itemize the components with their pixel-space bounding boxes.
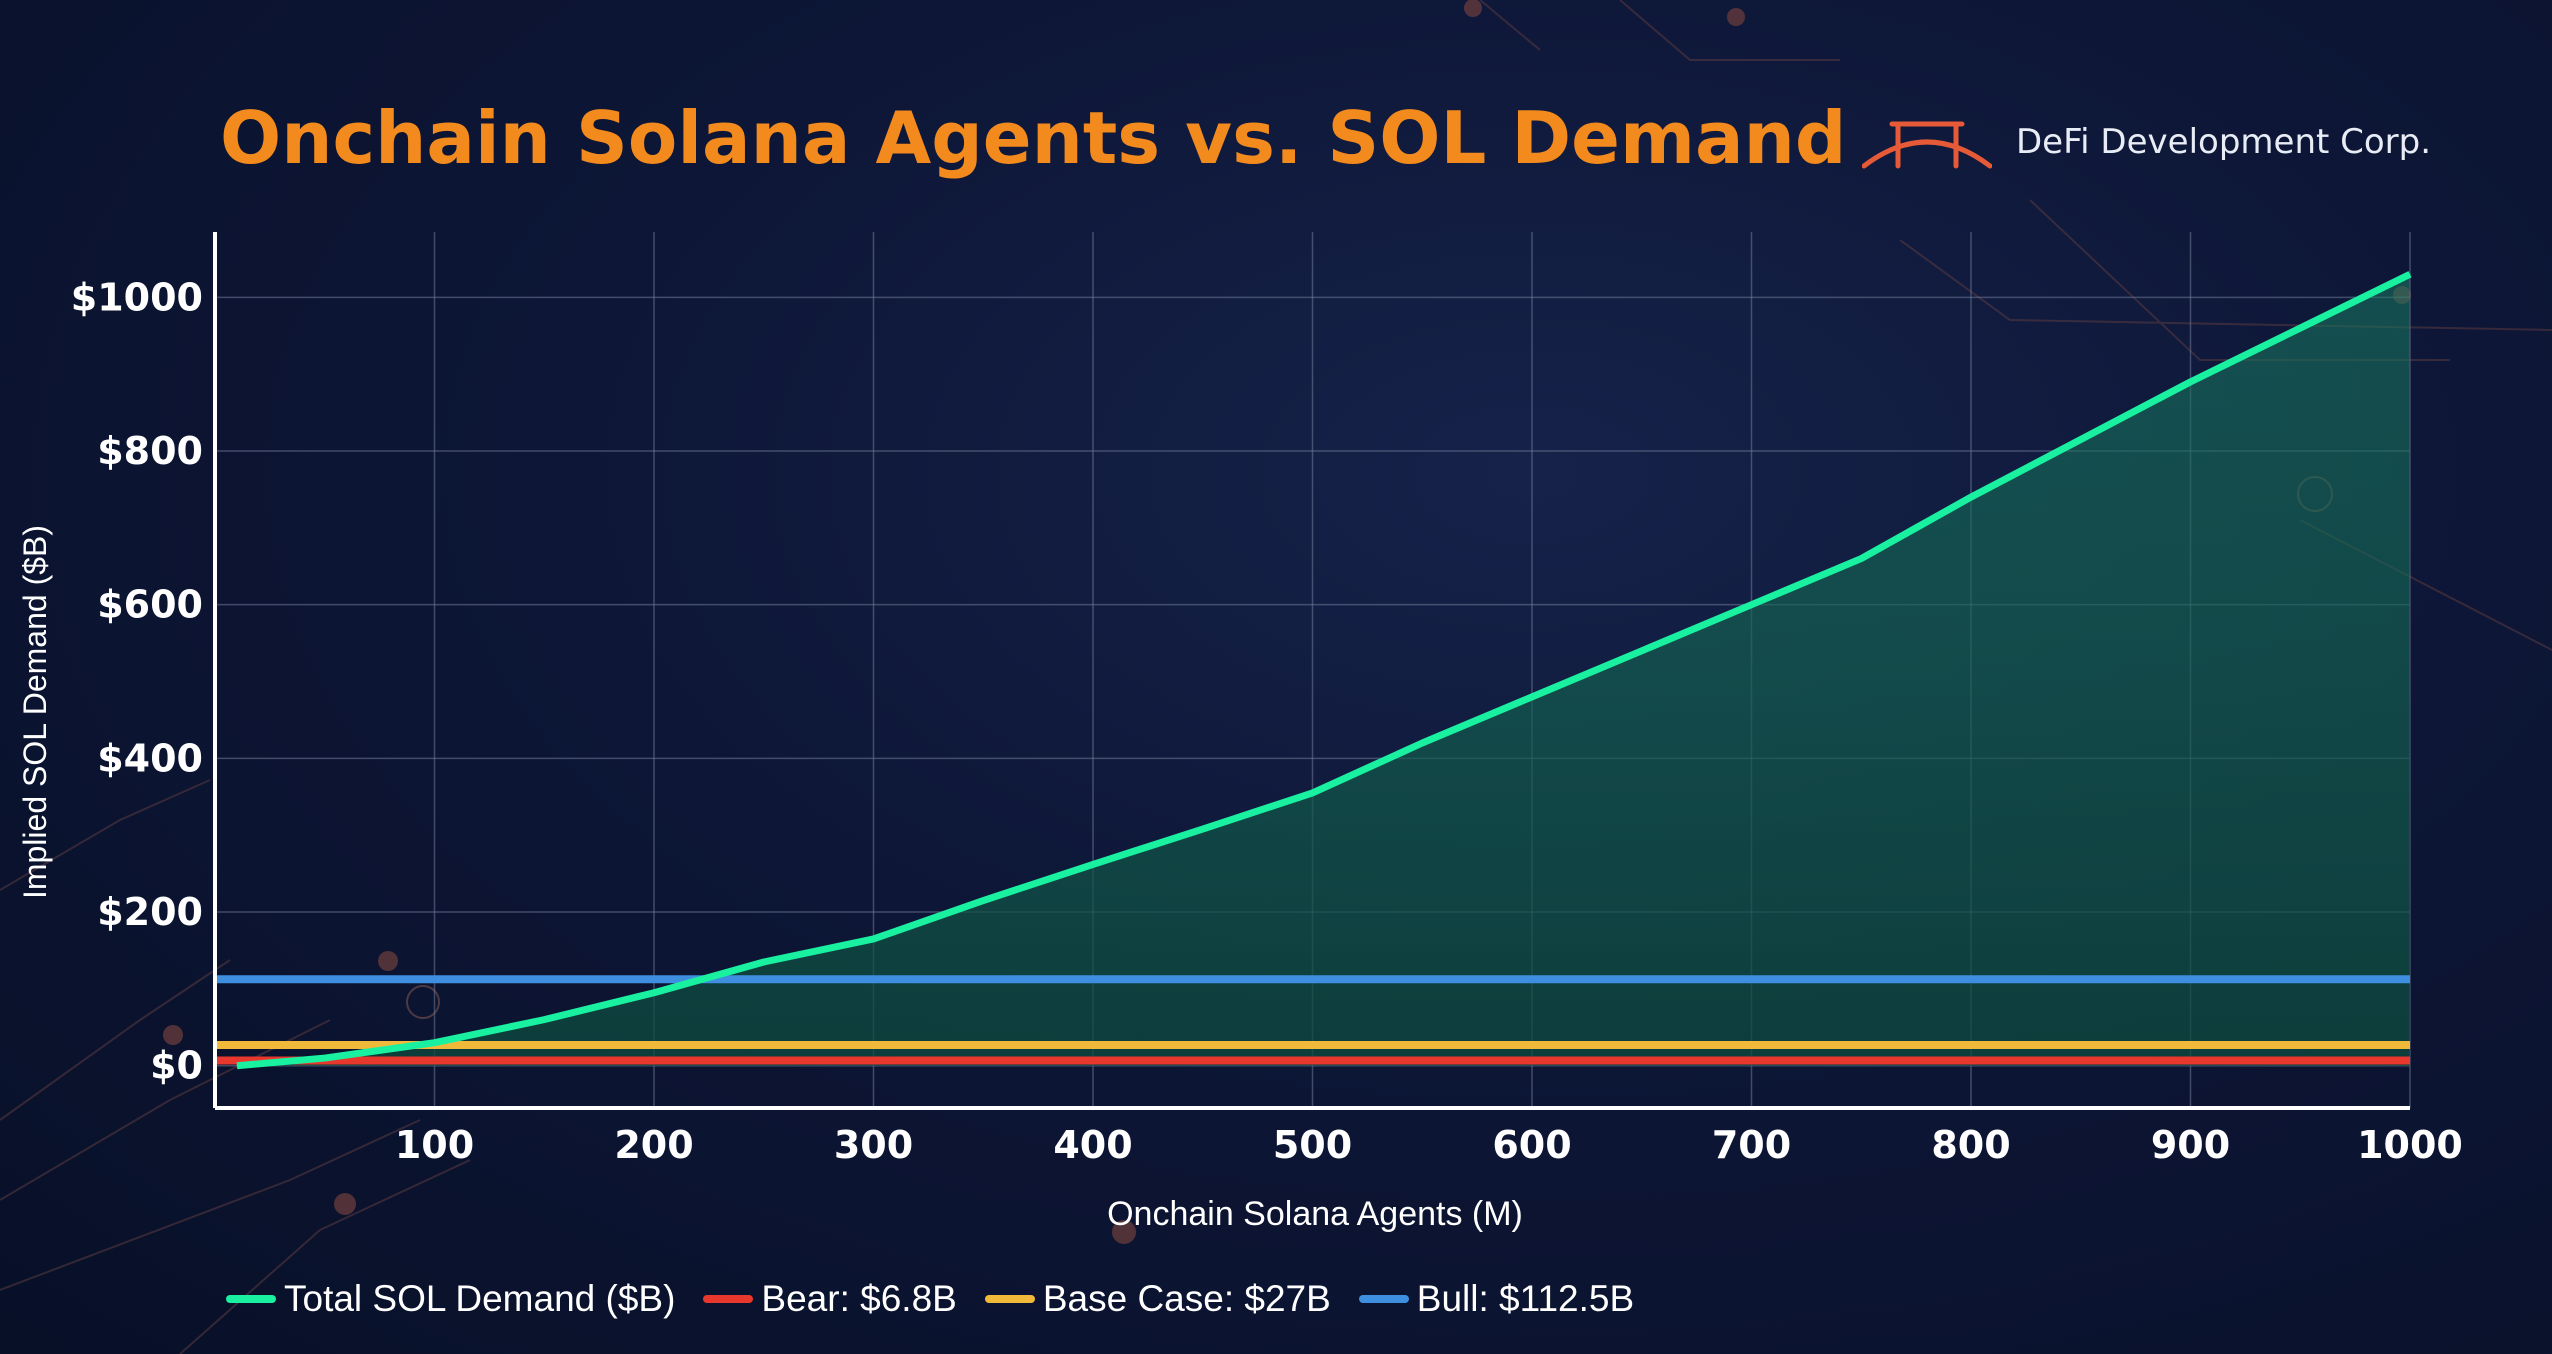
chart-title: Onchain Solana Agents vs. SOL Demand <box>220 96 1847 180</box>
legend-label-bear: Bear: $6.8B <box>761 1278 957 1319</box>
data-point-total-10 <box>236 1065 238 1067</box>
data-point-total-50 <box>324 1057 326 1059</box>
y-tick-label-400: $400 <box>97 736 203 780</box>
x-tick-label-300: 300 <box>834 1123 913 1167</box>
data-point-total-600 <box>1531 696 1533 698</box>
data-point-total-100 <box>434 1042 435 1044</box>
x-tick-label-200: 200 <box>614 1123 693 1167</box>
legend-item-base: Base Case: $27B <box>984 1278 1331 1320</box>
legend: Total SOL Demand ($B) Bear: $6.8B Base C… <box>226 1278 1634 1320</box>
data-point-total-150 <box>543 1019 545 1021</box>
x-tick-label-500: 500 <box>1273 1123 1352 1167</box>
data-point-total-250 <box>763 961 765 963</box>
legend-swatch-bear <box>703 1295 754 1303</box>
data-point-total-900 <box>2190 381 2191 383</box>
y-axis-ticks: $0 $200 $400 $600 $800 $1000 <box>71 275 203 1087</box>
data-point-total-700 <box>1751 604 1752 606</box>
legend-swatch-total <box>226 1295 276 1303</box>
data-point-total-800 <box>1970 496 1972 498</box>
legend-swatch-base <box>984 1295 1035 1303</box>
y-tick-label-0: $0 <box>150 1044 203 1088</box>
data-point-total-550 <box>1421 742 1423 744</box>
brand-name: DeFi Development Corp. <box>2016 122 2432 162</box>
x-tick-label-100: 100 <box>395 1123 474 1167</box>
legend-label-total: Total SOL Demand ($B) <box>284 1278 676 1319</box>
data-point-total-850 <box>2080 438 2082 440</box>
legend-label-bull: Bull: $112.5B <box>1416 1278 1635 1319</box>
x-tick-label-1000: 1000 <box>2357 1123 2463 1167</box>
data-point-total-750 <box>1860 558 1862 560</box>
brand-logo: DeFi Development Corp. <box>1862 112 2431 172</box>
x-tick-label-400: 400 <box>1053 1123 1132 1167</box>
y-tick-label-1000: $1000 <box>71 275 203 319</box>
legend-swatch-bull <box>1358 1295 1409 1303</box>
total-demand-area <box>236 274 2411 1066</box>
bridge-logo-icon <box>1862 121 1992 169</box>
area-fill <box>236 274 2411 1066</box>
legend-label-base: Base Case: $27B <box>1042 1278 1331 1319</box>
legend-item-bull: Bull: $112.5B <box>1358 1278 1635 1320</box>
y-tick-label-600: $600 <box>97 583 203 627</box>
x-axis-ticks: 100 200 300 400 500 600 700 800 900 1000 <box>395 1123 2463 1167</box>
legend-item-bear: Bear: $6.8B <box>703 1278 957 1320</box>
legend-item-total: Total SOL Demand ($B) <box>226 1278 675 1320</box>
x-tick-label-700: 700 <box>1712 1123 1791 1167</box>
data-point-total-450 <box>1202 828 1204 830</box>
data-point-total-950 <box>2299 327 2301 329</box>
data-point-total-300 <box>873 938 874 940</box>
x-axis-label: Onchain Solana Agents (M) <box>1107 1195 1523 1233</box>
axes <box>213 232 2410 1110</box>
x-tick-label-900: 900 <box>2151 1123 2230 1167</box>
data-point-total-200 <box>653 992 655 994</box>
data-point-total-500 <box>1312 792 1313 794</box>
series-lines <box>215 271 2412 1070</box>
y-tick-label-200: $200 <box>97 890 203 934</box>
data-point-total-650 <box>1641 650 1643 652</box>
x-tick-label-800: 800 <box>1931 1123 2010 1167</box>
data-point-total-400 <box>1092 863 1094 865</box>
data-point-total-1000 <box>2409 273 2411 275</box>
y-axis-label: Implied SOL Demand ($B) <box>17 525 53 899</box>
x-tick-label-600: 600 <box>1492 1123 1571 1167</box>
data-point-total-350 <box>982 900 984 902</box>
y-tick-label-800: $800 <box>97 429 203 473</box>
